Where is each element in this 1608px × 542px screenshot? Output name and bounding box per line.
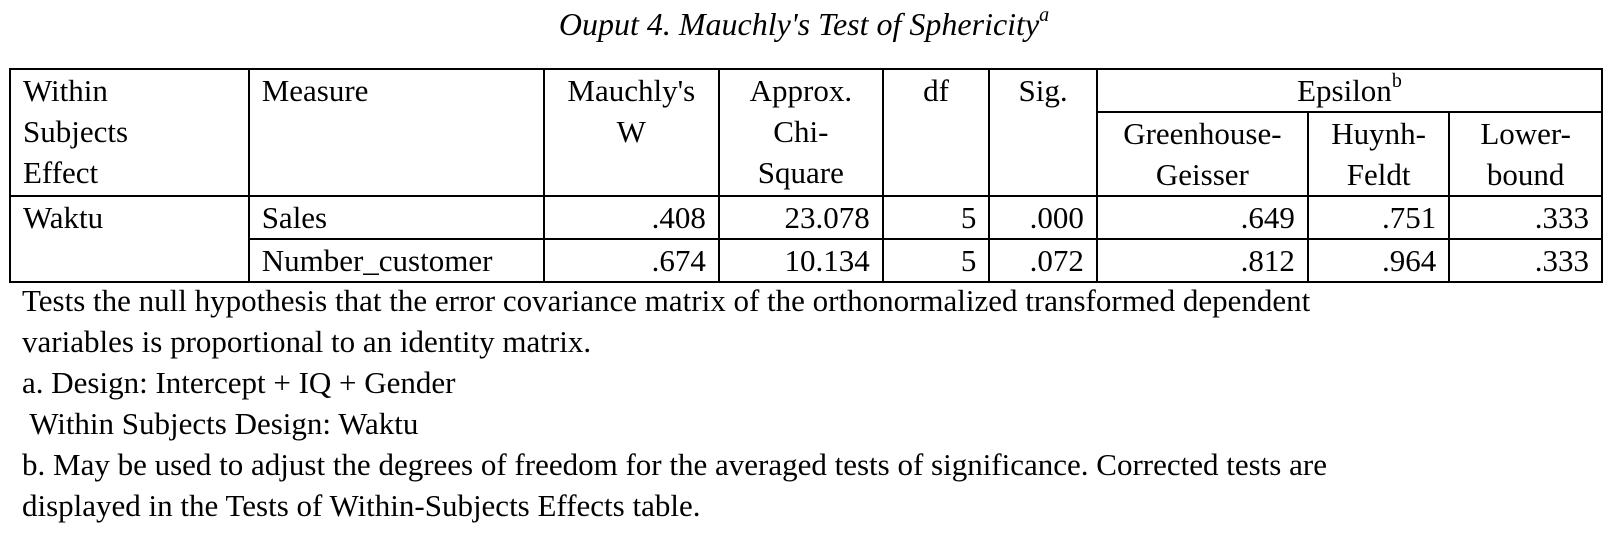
header-lb-line: bound bbox=[1486, 157, 1565, 192]
header-approx-chi-square: Approx. Chi- Square bbox=[717, 68, 884, 197]
header-epsilon-label: Epsilon bbox=[1297, 73, 1392, 108]
header-mauchly-w: Mauchly's W bbox=[542, 68, 720, 197]
table-footnotes: Tests the null hypothesis that the error… bbox=[22, 280, 1582, 526]
huynh-feldt-cell: .751 bbox=[1306, 195, 1451, 240]
footnote-b-line: displayed in the Tests of Within-Subject… bbox=[22, 488, 701, 523]
header-sig: Sig. bbox=[988, 68, 1098, 197]
header-chi-line: Approx. bbox=[749, 73, 853, 108]
header-effect-line: Subjects bbox=[23, 114, 129, 149]
mauchly-w-cell: .674 bbox=[542, 238, 720, 283]
header-hf-line: Huynh- bbox=[1331, 116, 1426, 151]
header-effect-line: Effect bbox=[23, 155, 99, 190]
header-df: df bbox=[881, 68, 991, 197]
caption-superscript: a bbox=[1039, 4, 1050, 26]
table-row: Waktu Sales .408 23.078 5 .000 .649 .751… bbox=[9, 195, 1603, 283]
header-huynh-feldt: Huynh- Feldt bbox=[1306, 111, 1451, 197]
header-measure: Measure bbox=[247, 68, 545, 197]
mauchly-test-table: Within Subjects Effect Measure Mauchly's W … bbox=[9, 68, 1604, 283]
header-lower-bound: Lower-bound bbox=[1448, 111, 1603, 197]
header-mauchly-line: W bbox=[616, 114, 646, 149]
table-caption: Ouput 4. Mauchly's Test of Sphericitya bbox=[0, 4, 1608, 44]
footnote-line: Tests the null hypothesis that the error… bbox=[22, 283, 1311, 318]
header-lb-line: Lower- bbox=[1480, 116, 1571, 151]
header-row-1: Within Subjects Effect Measure Mauchly's W … bbox=[9, 68, 1604, 197]
header-mauchly-line: Mauchly's bbox=[567, 73, 696, 108]
lower-bound-cell: .333 bbox=[1448, 238, 1603, 283]
header-epsilon-superscript: b bbox=[1391, 70, 1402, 92]
header-epsilon: Epsilonb bbox=[1095, 68, 1604, 113]
greenhouse-geisser-cell: .812 bbox=[1095, 238, 1309, 283]
huynh-feldt-cell: .964 bbox=[1306, 238, 1451, 283]
lower-bound-cell: .333 bbox=[1448, 195, 1603, 240]
header-chi-line: Chi- bbox=[773, 114, 829, 149]
df-cell: 5 bbox=[881, 195, 991, 240]
caption-title: Ouput 4. Mauchly's Test of Sphericity bbox=[558, 6, 1040, 42]
sig-cell: .072 bbox=[988, 238, 1098, 283]
measure-cell: Sales bbox=[247, 195, 545, 240]
footnote-a-within-subjects: Within Subjects Design: Waktu bbox=[22, 406, 419, 441]
footnote-a-design: a. Design: Intercept + IQ + Gender bbox=[22, 365, 456, 400]
footnote-b-line: b. May be used to adjust the degrees of … bbox=[22, 447, 1327, 482]
header-within-subjects-effect: Within Subjects Effect bbox=[9, 68, 250, 197]
df-cell: 5 bbox=[881, 238, 991, 283]
header-effect-line: Within bbox=[23, 73, 108, 108]
header-hf-line: Feldt bbox=[1346, 157, 1411, 192]
header-row-2: Greenhouse- Geisser Huynh- Feldt Lower-bou… bbox=[10, 111, 1603, 197]
footnote-line: variables is proportional to an identity… bbox=[22, 324, 592, 359]
chi-square-cell: 23.078 bbox=[717, 195, 884, 240]
chi-square-cell: 10.134 bbox=[717, 238, 884, 283]
effect-cell: Waktu bbox=[9, 195, 250, 283]
header-greenhouse-geisser: Greenhouse- Geisser bbox=[1095, 111, 1309, 197]
header-chi-line: Square bbox=[757, 155, 844, 190]
greenhouse-geisser-cell: .649 bbox=[1095, 195, 1309, 240]
header-gg-line: Geisser bbox=[1155, 157, 1249, 192]
header-gg-line: Greenhouse- bbox=[1123, 116, 1282, 151]
sig-cell: .000 bbox=[988, 195, 1098, 240]
measure-cell: Number_customer bbox=[247, 238, 545, 283]
mauchly-w-cell: .408 bbox=[542, 195, 720, 240]
table-row: Number_customer .674 10.134 5 .072 .812 … bbox=[10, 238, 1603, 283]
